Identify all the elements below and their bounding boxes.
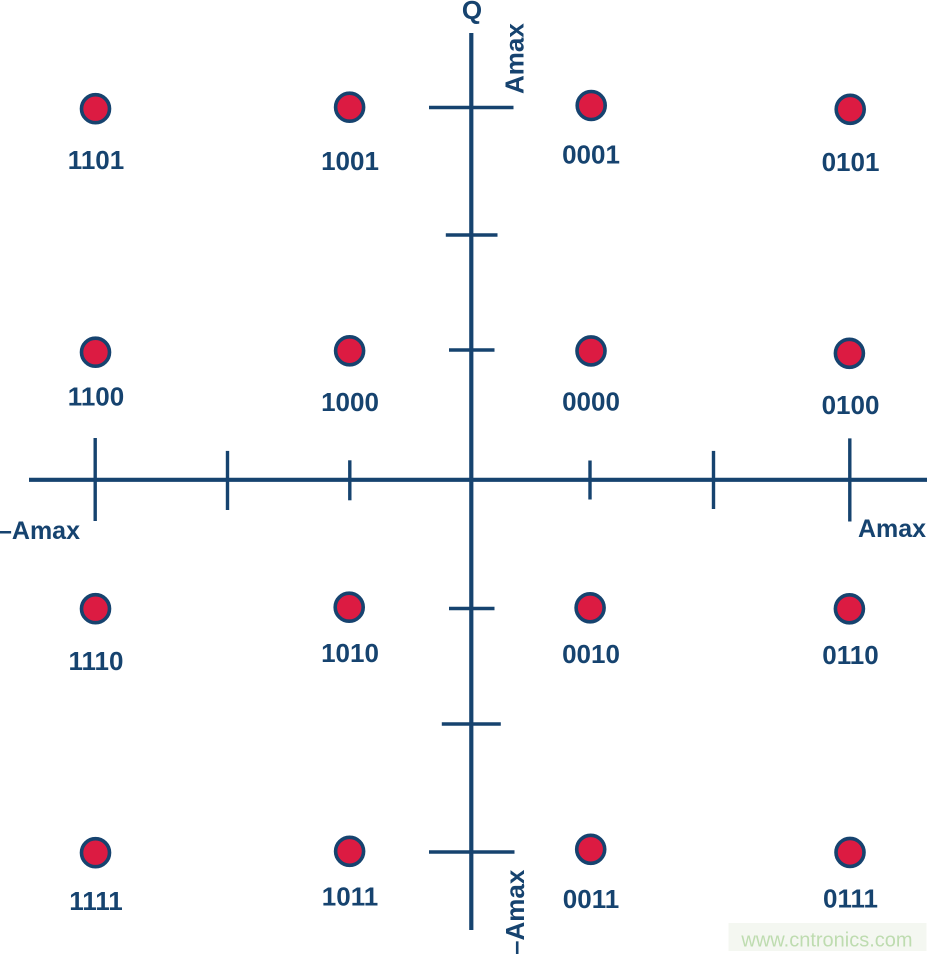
svg-text:1011: 1011 [322, 881, 378, 911]
svg-text:0110: 0110 [822, 640, 878, 670]
svg-text:0000: 0000 [562, 387, 620, 417]
svg-text:0011: 0011 [563, 884, 619, 914]
svg-text:0111: 0111 [823, 884, 878, 914]
svg-text:1100: 1100 [68, 381, 124, 411]
svg-text:1000: 1000 [321, 387, 379, 417]
svg-text:1110: 1110 [69, 646, 124, 676]
svg-text:1001: 1001 [321, 146, 379, 176]
svg-text:Q: Q [462, 0, 482, 25]
svg-text:Amax: Amax [500, 23, 530, 94]
svg-text:1010: 1010 [321, 638, 379, 668]
svg-text:www.cntronics.com: www.cntronics.com [740, 930, 912, 952]
svg-text:0010: 0010 [562, 639, 620, 669]
svg-text:Amax: Amax [858, 515, 926, 543]
svg-text:1111: 1111 [69, 886, 123, 916]
svg-text:0101: 0101 [822, 147, 880, 177]
svg-text:1101: 1101 [68, 145, 124, 175]
svg-text:–Amax: –Amax [500, 869, 530, 954]
svg-text:–Amax: –Amax [0, 517, 80, 545]
svg-text:0100: 0100 [822, 390, 880, 420]
svg-text:0001: 0001 [562, 140, 620, 170]
